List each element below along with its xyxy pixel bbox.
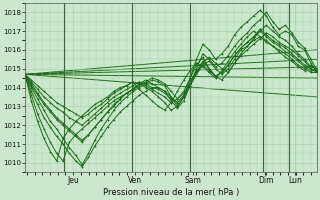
X-axis label: Pression niveau de la mer( hPa ): Pression niveau de la mer( hPa ) bbox=[103, 188, 239, 197]
